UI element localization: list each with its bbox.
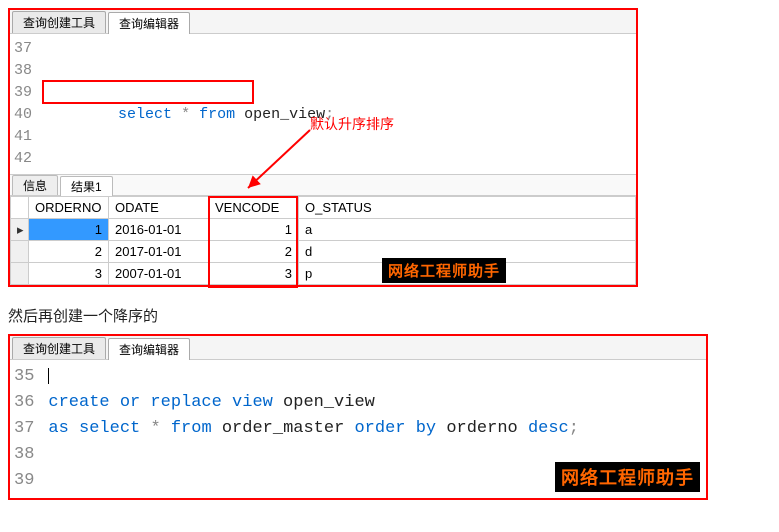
- line-number: 37: [14, 416, 34, 442]
- keyword-from: from: [199, 106, 235, 123]
- panel-bottom: 查询创建工具 查询编辑器 35 36 37 38 39 create or re…: [8, 334, 708, 500]
- rowhead-corner: [11, 197, 29, 219]
- cell-orderno[interactable]: 2: [29, 241, 109, 263]
- line-number: 37: [14, 38, 32, 60]
- keyword-desc: desc: [528, 419, 569, 438]
- cell-ostatus[interactable]: a: [299, 219, 636, 241]
- panel-top: 查询创建工具 查询编辑器 37 38 39 40 41 42 select * …: [8, 8, 638, 287]
- identifier-orderno: orderno: [446, 419, 517, 438]
- tab-query-builder[interactable]: 查询创建工具: [12, 11, 106, 33]
- result-grid-wrap: ORDERNO ODATE VENCODE O_STATUS ▸ 1 2016-…: [10, 196, 636, 285]
- tab-query-builder[interactable]: 查询创建工具: [12, 337, 106, 359]
- line-gutter: 37 38 39 40 41 42: [10, 34, 40, 174]
- sub-tab-result1[interactable]: 结果1: [60, 176, 113, 196]
- editor-tabbar: 查询创建工具 查询编辑器: [10, 10, 636, 34]
- line-number: 39: [14, 468, 34, 494]
- keyword-orderby: order by: [354, 419, 436, 438]
- row-indicator: [11, 263, 29, 285]
- keyword-select: select: [79, 419, 140, 438]
- result-tabbar: 信息 结果1: [10, 174, 636, 196]
- col-orderno[interactable]: ORDERNO: [29, 197, 109, 219]
- line-number: 41: [14, 126, 32, 148]
- caption-text: 然后再创建一个降序的: [8, 305, 771, 326]
- col-ostatus[interactable]: O_STATUS: [299, 197, 636, 219]
- identifier-openview: open_view: [283, 393, 375, 412]
- cell-odate[interactable]: 2017-01-01: [109, 241, 209, 263]
- table-header-row: ORDERNO ODATE VENCODE O_STATUS: [11, 197, 636, 219]
- col-vencode[interactable]: VENCODE: [209, 197, 299, 219]
- sub-tab-info[interactable]: 信息: [12, 175, 58, 195]
- cell-orderno[interactable]: 3: [29, 263, 109, 285]
- token-star: *: [181, 106, 190, 123]
- code-area[interactable]: select * from open_view;: [40, 34, 636, 174]
- table-row[interactable]: 3 2007-01-01 3 p: [11, 263, 636, 285]
- text-cursor-icon: [48, 368, 49, 384]
- editor-tabbar: 查询创建工具 查询编辑器: [10, 336, 706, 360]
- watermark-badge: 网络工程师助手: [555, 462, 700, 492]
- keyword-from: from: [171, 419, 212, 438]
- line-number: 35: [14, 364, 34, 390]
- sql-editor[interactable]: 37 38 39 40 41 42 select * from open_vie…: [10, 34, 636, 174]
- table-row[interactable]: ▸ 1 2016-01-01 1 a: [11, 219, 636, 241]
- token-semicolon: ;: [569, 419, 579, 438]
- result-grid[interactable]: ORDERNO ODATE VENCODE O_STATUS ▸ 1 2016-…: [10, 196, 636, 285]
- line-number: 38: [14, 442, 34, 468]
- identifier-ordermaster: order_master: [222, 419, 344, 438]
- cell-odate[interactable]: 2016-01-01: [109, 219, 209, 241]
- watermark-badge: 网络工程师助手: [382, 258, 506, 283]
- tab-query-editor[interactable]: 查询编辑器: [108, 12, 190, 34]
- line-number: 40: [14, 104, 32, 126]
- token-star: *: [150, 419, 160, 438]
- line-number: 39: [14, 82, 32, 104]
- sql-highlight-box: [42, 80, 254, 104]
- row-indicator: ▸: [11, 219, 29, 241]
- keyword-select: select: [118, 106, 172, 123]
- keyword-create-view: create or replace view: [48, 393, 272, 412]
- cell-odate[interactable]: 2007-01-01: [109, 263, 209, 285]
- line-number: 38: [14, 60, 32, 82]
- cell-vencode[interactable]: 1: [209, 219, 299, 241]
- tab-query-editor[interactable]: 查询编辑器: [108, 338, 190, 360]
- cell-vencode[interactable]: 2: [209, 241, 299, 263]
- identifier-openview: open_view: [244, 106, 325, 123]
- cell-vencode[interactable]: 3: [209, 263, 299, 285]
- line-number: 42: [14, 148, 32, 170]
- token-semicolon: ;: [325, 106, 334, 123]
- cell-orderno[interactable]: 1: [29, 219, 109, 241]
- row-indicator: [11, 241, 29, 263]
- line-gutter: 35 36 37 38 39: [10, 360, 42, 498]
- keyword-as: as: [48, 419, 68, 438]
- line-number: 36: [14, 390, 34, 416]
- table-row[interactable]: 2 2017-01-01 2 d: [11, 241, 636, 263]
- col-odate[interactable]: ODATE: [109, 197, 209, 219]
